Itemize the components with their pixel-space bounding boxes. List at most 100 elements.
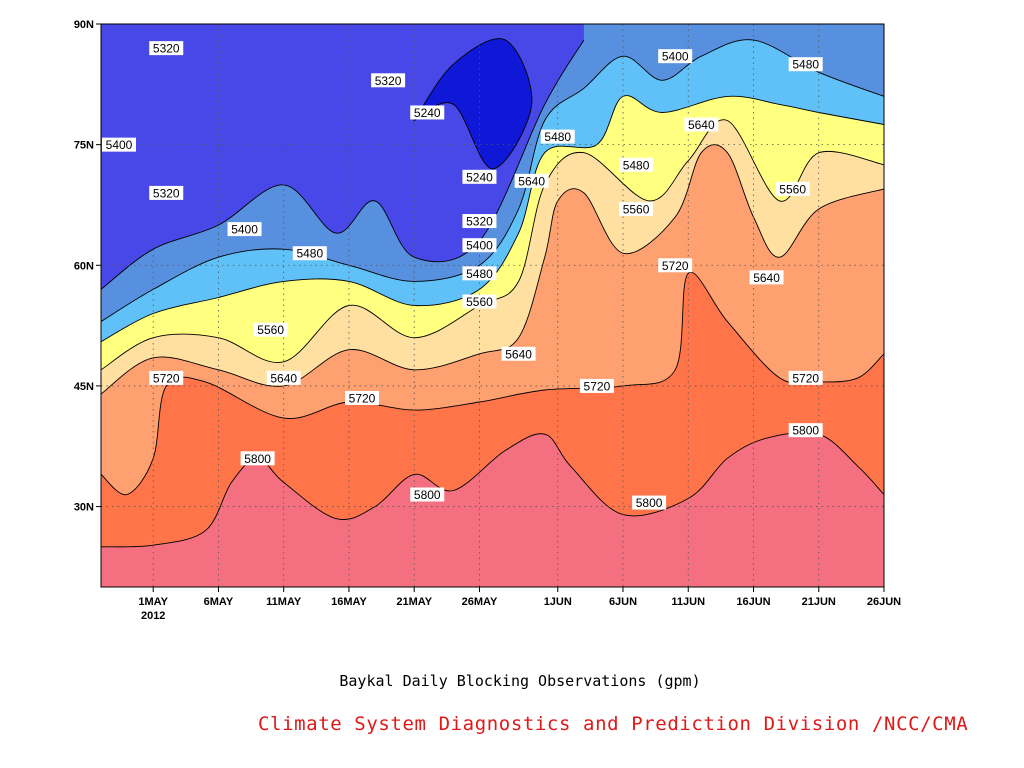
contour-label-text: 5560 bbox=[779, 182, 806, 196]
y-tick-label: 90N bbox=[74, 19, 94, 31]
x-tick-sublabel: 2012 bbox=[141, 610, 165, 622]
contour-label-text: 5640 bbox=[270, 371, 297, 385]
contour-label-text: 5240 bbox=[414, 106, 441, 120]
contour-label-5240: 5240 bbox=[410, 105, 445, 120]
contour-label-box bbox=[462, 266, 497, 281]
contour-label-text: 5560 bbox=[466, 295, 493, 309]
contour-label-5480: 5480 bbox=[292, 246, 327, 261]
contour-label-text: 5720 bbox=[153, 371, 180, 385]
contour-label-5640: 5640 bbox=[749, 270, 784, 285]
contour-label-text: 5640 bbox=[518, 174, 545, 188]
contour-label-box bbox=[292, 246, 327, 261]
x-tick-label: 6MAY bbox=[204, 596, 234, 608]
contour-label-box bbox=[788, 370, 823, 385]
x-tick-label: 6JUN bbox=[609, 596, 637, 608]
contour-line-5720 bbox=[100, 271, 885, 496]
contour-label-5320: 5320 bbox=[462, 214, 497, 229]
axis-ticks: 1MAY 2012 6MAY 11MAY 16MAY 21MAY 26MAY 1JUN 6JUN… bbox=[74, 19, 901, 622]
contour-label-box bbox=[462, 294, 497, 309]
y-tick-label: 75N bbox=[74, 140, 94, 152]
y-tick-label: 60N bbox=[74, 260, 94, 272]
x-tick-label: 26MAY bbox=[462, 596, 498, 608]
contour-line-5480 bbox=[100, 95, 885, 343]
contour-label-box bbox=[540, 129, 575, 144]
contour-label-5720: 5720 bbox=[149, 370, 184, 385]
x-tick-label: 1JUN bbox=[544, 596, 572, 608]
contour-label-text: 5720 bbox=[584, 379, 611, 393]
contour-label-text: 5720 bbox=[792, 371, 819, 385]
contour-label-5720: 5720 bbox=[579, 378, 614, 393]
contour-label-box bbox=[102, 137, 136, 152]
contour-labels: 5320 5400 5320 5400 5480 5560 5720 5640 5720 5800… bbox=[102, 41, 823, 510]
contour-label-5480: 5480 bbox=[788, 57, 823, 72]
contour-line-5560 bbox=[100, 119, 885, 371]
contour-label-text: 5400 bbox=[106, 138, 133, 152]
contour-label-box bbox=[501, 346, 536, 361]
contour-label-text: 5800 bbox=[636, 496, 663, 510]
contour-label-box bbox=[788, 57, 823, 72]
contour-label-5240: 5240 bbox=[462, 169, 497, 184]
credit-line: Climate System Diagnostics and Predictio… bbox=[258, 713, 969, 735]
contour-label-5480: 5480 bbox=[540, 129, 575, 144]
contour-label-5400: 5400 bbox=[227, 222, 262, 237]
contour-label-5720: 5720 bbox=[788, 370, 823, 385]
contour-label-text: 5800 bbox=[792, 424, 819, 438]
contour-label-box bbox=[345, 390, 379, 405]
contour-label-text: 5320 bbox=[466, 215, 493, 229]
contour-label-box bbox=[266, 370, 301, 385]
contour-line-5800 bbox=[100, 431, 885, 548]
contour-label-box bbox=[514, 173, 549, 188]
contour-line-5320 bbox=[100, 39, 585, 290]
contour-label-box bbox=[619, 157, 654, 172]
contour-label-5800: 5800 bbox=[632, 495, 667, 510]
contour-label-text: 5800 bbox=[244, 452, 271, 466]
contour-label-text: 5720 bbox=[662, 259, 689, 273]
x-tick-label: 11MAY bbox=[266, 596, 302, 608]
fill-band-5800 bbox=[101, 432, 884, 587]
contour-label-text: 5400 bbox=[466, 239, 493, 253]
contour-label-text: 5640 bbox=[688, 118, 715, 132]
contour-label-text: 5320 bbox=[375, 74, 402, 88]
contour-label-text: 5480 bbox=[623, 158, 650, 172]
contour-label-box bbox=[253, 322, 288, 337]
contour-label-5320: 5320 bbox=[149, 185, 184, 200]
contour-label-5800: 5800 bbox=[788, 423, 823, 438]
contour-label-box bbox=[462, 238, 497, 253]
contour-chart: 1MAY 2012 6MAY 11MAY 16MAY 21MAY 26MAY 1JUN 6JUN… bbox=[74, 19, 901, 622]
contour-label-box bbox=[240, 451, 275, 466]
contour-label-box bbox=[619, 201, 654, 216]
contour-label-5480: 5480 bbox=[462, 266, 497, 281]
contour-label-5720: 5720 bbox=[345, 390, 379, 405]
fill-band-below-5240 bbox=[414, 38, 532, 169]
contour-label-5560: 5560 bbox=[462, 294, 497, 309]
contour-label-box bbox=[788, 423, 823, 438]
x-tick-label: 16JUN bbox=[736, 596, 770, 608]
x-tick-label: 21JUN bbox=[802, 596, 836, 608]
contour-label-text: 5320 bbox=[153, 186, 180, 200]
contour-label-5640: 5640 bbox=[266, 370, 301, 385]
contour-label-text: 5320 bbox=[153, 42, 180, 56]
x-tick-label: 1MAY bbox=[138, 596, 168, 608]
contour-label-text: 5720 bbox=[349, 391, 376, 405]
contour-label-box bbox=[684, 117, 719, 132]
contour-label-text: 5480 bbox=[544, 130, 571, 144]
contour-label-5720: 5720 bbox=[658, 258, 693, 273]
contour-label-text: 5400 bbox=[662, 50, 689, 64]
contour-label-text: 5800 bbox=[414, 488, 441, 502]
contour-label-box bbox=[149, 185, 184, 200]
contour-label-5560: 5560 bbox=[253, 322, 288, 337]
y-tick-label: 45N bbox=[74, 381, 94, 393]
grid-lines bbox=[101, 24, 884, 587]
contour-label-text: 5400 bbox=[231, 223, 258, 237]
contour-label-5800: 5800 bbox=[240, 451, 275, 466]
contour-label-5640: 5640 bbox=[514, 173, 549, 188]
x-tick-label: 21MAY bbox=[396, 596, 432, 608]
contour-label-box bbox=[149, 41, 184, 56]
contour-label-box bbox=[371, 73, 406, 88]
contour-label-box bbox=[632, 495, 667, 510]
contour-label-text: 5640 bbox=[753, 271, 780, 285]
contour-label-text: 5560 bbox=[623, 202, 650, 216]
contour-label-5560: 5560 bbox=[619, 201, 654, 216]
contour-label-box bbox=[749, 270, 784, 285]
contour-label-text: 5560 bbox=[257, 323, 284, 337]
